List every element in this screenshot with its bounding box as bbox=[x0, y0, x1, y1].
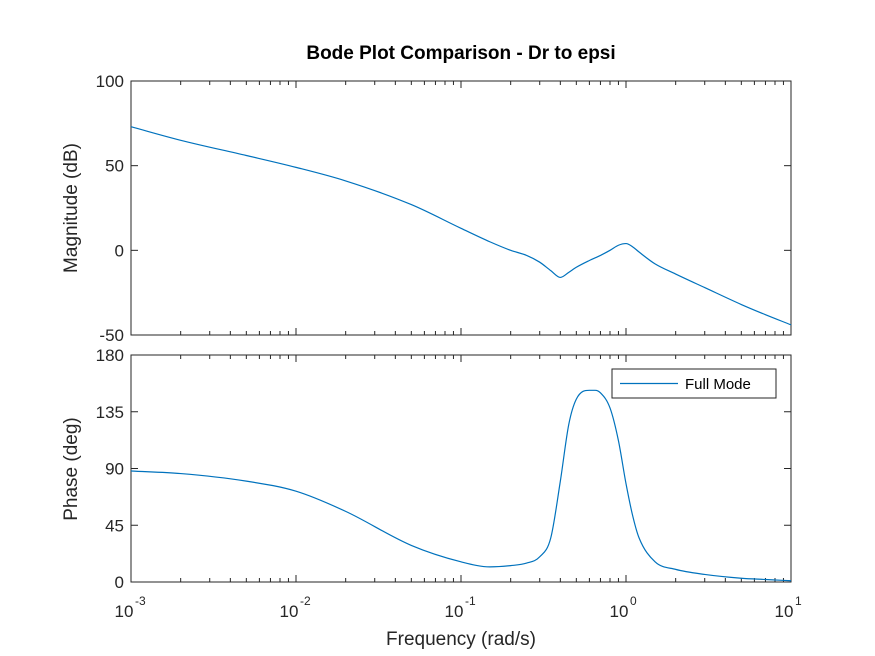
magnitude-plot-area bbox=[130, 80, 792, 336]
x-tick-label: 10 bbox=[775, 602, 794, 621]
phase-series-line bbox=[130, 389, 792, 582]
x-tick-label: 10 bbox=[280, 602, 299, 621]
x-tick-label-exponent: 1 bbox=[795, 594, 802, 608]
y-tick-label: 100 bbox=[96, 72, 124, 91]
y-tick-label: 135 bbox=[96, 403, 124, 422]
phase-y-axis-label: Phase (deg) bbox=[61, 417, 82, 521]
y-tick-label: 90 bbox=[105, 460, 124, 479]
x-tick-label-exponent: -1 bbox=[465, 594, 476, 608]
x-tick-label: 10 bbox=[445, 602, 464, 621]
y-tick-label: 0 bbox=[115, 241, 124, 260]
phase-minor-ticks bbox=[130, 355, 784, 582]
x-tick-label-exponent: -3 bbox=[135, 594, 146, 608]
x-tick-label-exponent: -2 bbox=[300, 594, 311, 608]
legend-label-full-mode: Full Mode bbox=[685, 376, 751, 393]
x-tick-label-exponent: 0 bbox=[630, 594, 637, 608]
phase-y-ticks: 0 45 90 135 180 bbox=[96, 346, 791, 592]
magnitude-axes: -50 0 50 100 Magnitude (dB) bbox=[61, 72, 792, 345]
x-axis-label: Frequency (rad/s) bbox=[386, 629, 536, 650]
magnitude-y-ticks: -50 0 50 100 bbox=[96, 72, 791, 345]
x-tick-label: 10 bbox=[115, 602, 134, 621]
magnitude-minor-ticks bbox=[130, 81, 784, 335]
y-tick-label: 0 bbox=[115, 573, 124, 592]
y-tick-label: 45 bbox=[105, 516, 124, 535]
y-tick-label: -50 bbox=[99, 326, 124, 345]
y-tick-label: 50 bbox=[105, 157, 124, 176]
magnitude-series-line bbox=[130, 126, 792, 326]
chart-title: Bode Plot Comparison - Dr to epsi bbox=[306, 43, 615, 64]
magnitude-y-axis-label: Magnitude (dB) bbox=[61, 143, 82, 273]
y-tick-label: 180 bbox=[96, 346, 124, 365]
legend: Full Mode bbox=[611, 368, 777, 399]
x-tick-label: 10 bbox=[610, 602, 629, 621]
